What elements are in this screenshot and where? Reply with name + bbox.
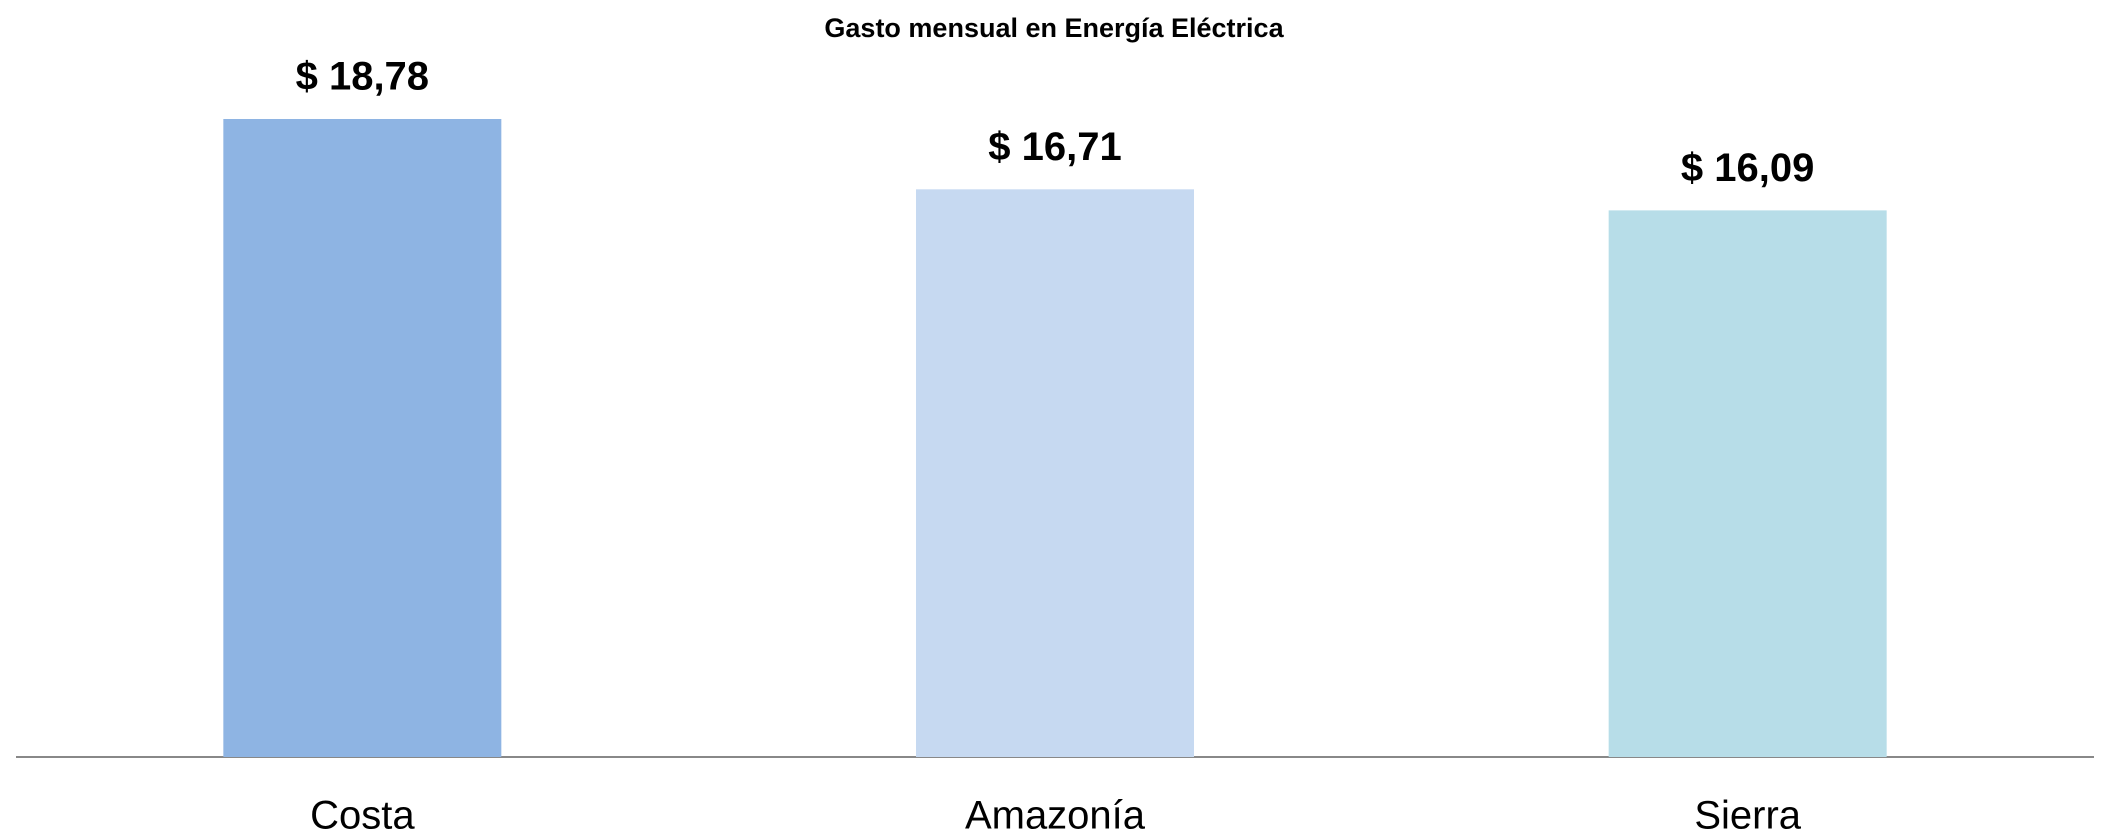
x-tick-label: Sierra xyxy=(1694,794,1801,837)
bar xyxy=(916,189,1194,757)
x-tick-label: Amazonía xyxy=(965,794,1146,837)
chart-title: Gasto mensual en Energía Eléctrica xyxy=(824,13,1284,43)
x-tick-label: Costa xyxy=(310,794,415,837)
bar xyxy=(223,119,502,757)
value-label: $ 18,78 xyxy=(296,55,429,99)
value-label: $ 16,71 xyxy=(988,125,1121,169)
bar xyxy=(1608,210,1887,758)
value-label: $ 16,09 xyxy=(1681,146,1814,190)
